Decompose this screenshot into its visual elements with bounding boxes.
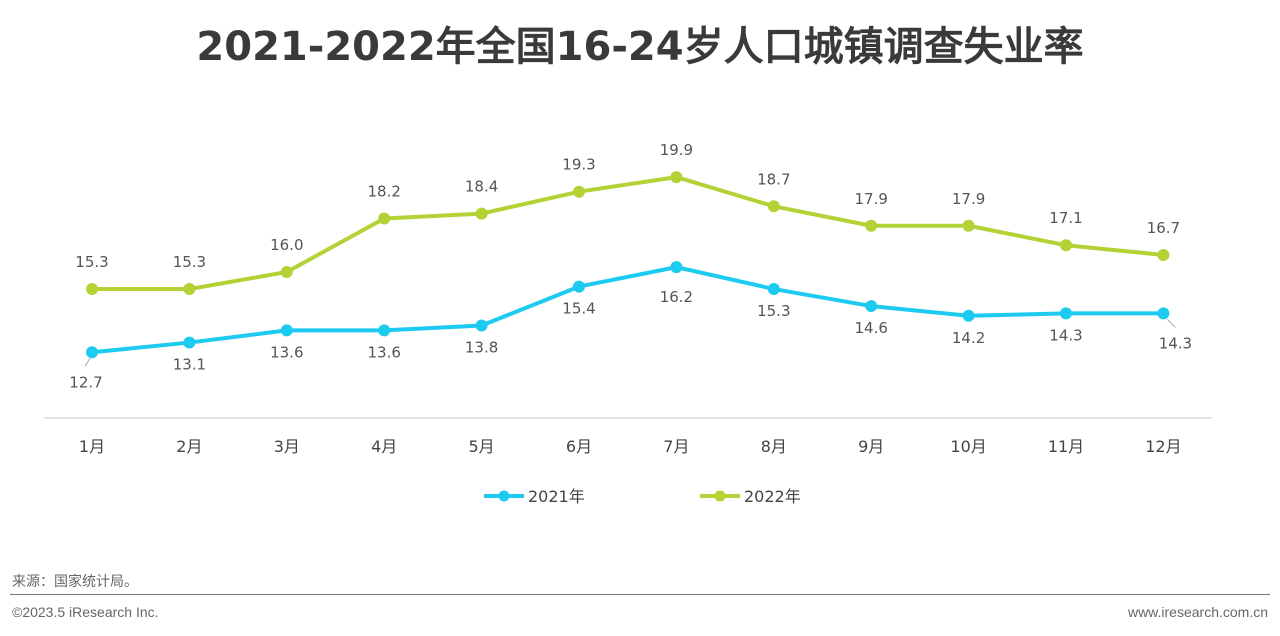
x-tick-label: 2月 [176, 437, 202, 456]
data-label: 13.6 [270, 343, 303, 361]
data-label: 15.3 [173, 253, 206, 271]
legend-marker-icon [498, 490, 510, 502]
data-label: 14.3 [1049, 326, 1082, 344]
data-point [1157, 248, 1170, 261]
x-tick-label: 8月 [761, 437, 787, 456]
data-point [573, 185, 585, 198]
data-point [670, 171, 683, 184]
x-tick-label: 9月 [858, 437, 884, 456]
data-label: 15.3 [757, 302, 790, 320]
data-label: 15.3 [75, 253, 108, 271]
source-note: 来源：国家统计局。 [12, 574, 138, 590]
series-line-1 [92, 175, 1164, 292]
x-tick-label: 11月 [1048, 437, 1084, 456]
data-label: 19.9 [660, 141, 693, 159]
data-point [767, 200, 780, 213]
x-tick-label: 12月 [1145, 437, 1181, 456]
data-point [865, 300, 878, 313]
x-tick-label: 4月 [371, 437, 397, 456]
data-label: 14.6 [854, 319, 887, 337]
chart-title: 2021-2022年全国16-24岁人口城镇调查失业率 [196, 24, 1084, 70]
data-point [86, 346, 98, 359]
x-tick-label: 3月 [274, 437, 300, 456]
data-label: 17.9 [952, 190, 985, 208]
x-tick-label: 5月 [469, 437, 495, 456]
data-point [86, 283, 98, 296]
data-point [183, 336, 196, 349]
legend-label: 2022年 [744, 487, 801, 506]
data-point [183, 283, 196, 296]
data-label: 12.7 [69, 373, 102, 391]
data-label: 16.2 [660, 288, 693, 306]
data-point [280, 324, 293, 337]
data-label: 18.4 [465, 178, 498, 196]
x-tick-label: 7月 [663, 437, 689, 456]
x-tick-label: 10月 [950, 437, 986, 456]
data-point [475, 207, 488, 220]
data-point [1157, 307, 1170, 320]
x-tick-label: 6月 [566, 437, 592, 456]
data-label: 14.3 [1159, 334, 1192, 352]
footer-divider [10, 594, 1270, 595]
website: www.iresearch.com.cn [1127, 604, 1268, 620]
data-label: 17.9 [854, 190, 887, 208]
data-point [378, 324, 391, 337]
data-label: 15.4 [562, 300, 595, 318]
data-label: 18.7 [757, 170, 790, 188]
data-point [865, 219, 878, 232]
copyright: ©2023.5 iResearch Inc. [12, 604, 159, 620]
data-point [962, 219, 975, 232]
data-point [378, 212, 391, 225]
legend-label: 2021年 [528, 487, 585, 506]
data-label: 17.1 [1049, 209, 1082, 227]
data-label: 14.2 [952, 329, 985, 347]
data-label: 13.8 [465, 339, 498, 357]
label-leader-line [1167, 319, 1176, 328]
data-point [767, 283, 780, 296]
legend-marker-icon [714, 490, 726, 502]
data-label: 16.7 [1147, 219, 1180, 237]
data-label: 19.3 [562, 156, 595, 174]
data-point [1060, 307, 1072, 320]
data-point [573, 280, 585, 293]
data-label: 18.2 [367, 182, 400, 200]
data-point [670, 261, 683, 274]
data-point [962, 309, 975, 322]
data-point [1060, 239, 1072, 252]
data-label: 13.6 [367, 343, 400, 361]
x-tick-label: 1月 [79, 437, 105, 456]
data-point [475, 319, 488, 332]
data-point [280, 266, 293, 278]
series-line-0 [91, 265, 1164, 355]
data-label: 16.0 [270, 236, 303, 254]
data-label: 13.1 [173, 356, 206, 374]
line-chart: 1月 2月 3月 4月 5月 6月 7月 8月 9月 10月 11月 12月 12.7 13.1 13.6 1… [44, 141, 1212, 506]
label-leader-line [84, 358, 91, 367]
